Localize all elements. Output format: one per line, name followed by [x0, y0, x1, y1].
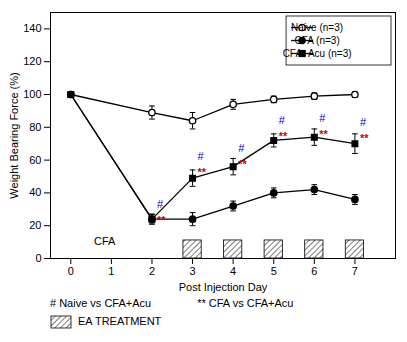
svg-text:#: # — [198, 150, 205, 162]
svg-text:#: # — [238, 142, 245, 154]
svg-text:CFA+Acu (n=3): CFA+Acu (n=3) — [283, 48, 352, 59]
svg-text:Post Injection Day: Post Injection Day — [179, 281, 268, 293]
svg-text:Weight Bearing Force (%): Weight Bearing Force (%) — [8, 72, 20, 198]
svg-text:7: 7 — [352, 265, 358, 277]
svg-text:**: ** — [360, 132, 369, 144]
svg-text:140: 140 — [23, 22, 41, 34]
svg-text:100: 100 — [23, 88, 41, 100]
svg-text:80: 80 — [29, 121, 41, 133]
html-text:** CFA vs CFA+Acu: ** CFA vs CFA+Acu — [197, 297, 294, 309]
svg-text:5: 5 — [271, 265, 277, 277]
svg-text:**: ** — [279, 130, 288, 142]
svg-text:CFA: CFA — [94, 235, 116, 247]
svg-text:1: 1 — [108, 265, 114, 277]
svg-text:CFA (n=3): CFA (n=3) — [294, 35, 339, 46]
html-text:# Naive vs CFA+Acu: # Naive vs CFA+Acu — [50, 297, 152, 309]
svg-text:20: 20 — [29, 219, 41, 231]
svg-text:Naive (n=3): Naive (n=3) — [291, 22, 343, 33]
svg-text:0: 0 — [35, 252, 41, 264]
svg-text:#: # — [279, 114, 286, 126]
svg-text:**: ** — [319, 128, 328, 140]
html-text:EA TREATMENT: EA TREATMENT — [78, 315, 162, 327]
svg-text:#: # — [360, 116, 367, 128]
svg-text:**: ** — [238, 158, 247, 170]
svg-text:40: 40 — [29, 186, 41, 198]
svg-text:6: 6 — [311, 265, 317, 277]
svg-text:#: # — [319, 112, 326, 124]
svg-text:**: ** — [157, 214, 166, 226]
svg-text:#: # — [157, 198, 164, 210]
svg-text:120: 120 — [23, 55, 41, 67]
svg-text:4: 4 — [230, 265, 236, 277]
svg-text:0: 0 — [68, 265, 74, 277]
svg-text:3: 3 — [189, 265, 195, 277]
svg-text:**: ** — [198, 166, 207, 178]
svg-text:2: 2 — [149, 265, 155, 277]
svg-text:60: 60 — [29, 154, 41, 166]
